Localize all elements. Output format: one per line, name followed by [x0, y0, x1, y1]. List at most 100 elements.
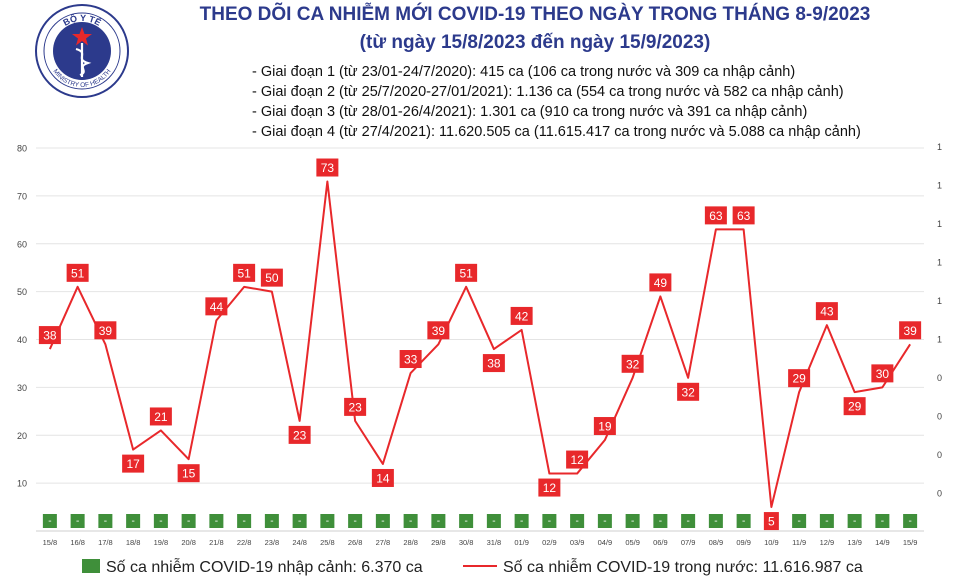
phase-note-2: - Giai đoạn 2 (từ 25/7/2020-27/01/2021):…	[252, 84, 844, 100]
chart-subtitle: (từ ngày 15/8/2023 đến ngày 15/9/2023)	[359, 32, 711, 53]
data-label: 15	[182, 467, 196, 481]
imported-bar	[542, 514, 557, 528]
imported-bar	[736, 514, 751, 528]
imported-bar	[70, 514, 85, 528]
data-label: 43	[820, 305, 834, 319]
data-label-box	[871, 364, 894, 383]
data-label-box	[704, 206, 727, 225]
x-tick-label: 16/8	[70, 538, 85, 547]
data-label-box	[177, 464, 200, 483]
data-label: 38	[487, 357, 501, 371]
data-label-box	[677, 382, 700, 401]
data-label: 5	[768, 515, 775, 529]
x-tick-label: 28/8	[403, 538, 418, 547]
imported-bar	[708, 514, 723, 528]
x-tick-label: 17/8	[98, 538, 113, 547]
y-right-tick-label: 1	[937, 335, 942, 345]
y-tick-label: 10	[17, 479, 27, 489]
imported-bar	[348, 514, 363, 528]
data-label-box	[260, 268, 283, 287]
x-tick-label: 22/8	[237, 538, 252, 547]
imported-bar	[681, 514, 696, 528]
data-label: 14	[376, 471, 390, 485]
imported-bar	[459, 514, 474, 528]
data-label: 51	[237, 266, 251, 280]
x-tick-label: 15/8	[43, 538, 58, 547]
imported-bar-label: -	[520, 516, 523, 527]
imported-bar	[431, 514, 446, 528]
x-tick-label: 07/9	[681, 538, 696, 547]
legend-imported-label: Số ca nhiễm COVID-19 nhập cảnh: 6.370 ca	[106, 559, 423, 576]
data-label: 39	[903, 324, 917, 338]
imported-bar	[375, 514, 390, 528]
data-label-box	[538, 478, 561, 497]
imported-bar	[209, 514, 224, 528]
data-label: 12	[570, 453, 584, 467]
data-label-box	[455, 263, 478, 282]
legend-domestic: Số ca nhiễm COVID-19 trong nước: 11.616.…	[463, 559, 863, 577]
imported-bar	[570, 514, 585, 528]
x-tick-label: 30/8	[459, 538, 474, 547]
chart-title: THEO DÕI CA NHIỄM MỚI COVID-19 THEO NGÀY…	[199, 4, 871, 25]
y-right-tick-label: 0	[937, 450, 942, 460]
x-tick-label: 12/9	[820, 538, 835, 547]
imported-bar-label: -	[187, 516, 190, 527]
x-tick-label: 23/8	[265, 538, 280, 547]
x-tick-label: 09/9	[736, 538, 751, 547]
data-label: 63	[737, 209, 751, 223]
imported-bar-label: -	[353, 516, 356, 527]
imported-bar-label: -	[326, 516, 329, 527]
imported-bar-label: -	[48, 516, 51, 527]
x-tick-label: 15/9	[903, 538, 918, 547]
data-label: 63	[709, 209, 723, 223]
data-label: 33	[404, 353, 418, 367]
y-tick-label: 80	[17, 144, 27, 154]
imported-bar	[597, 514, 612, 528]
y-tick-label: 60	[17, 239, 27, 249]
imported-bar	[514, 514, 529, 528]
data-label-box	[316, 158, 339, 177]
data-label-box	[899, 321, 922, 340]
x-tick-label: 06/9	[653, 538, 668, 547]
x-tick-label: 31/8	[487, 538, 502, 547]
data-label: 39	[432, 324, 446, 338]
imported-bar-label: -	[797, 516, 800, 527]
data-label: 44	[210, 300, 224, 314]
x-tick-label: 03/9	[570, 538, 585, 547]
x-tick-label: 20/8	[181, 538, 196, 547]
x-tick-label: 14/9	[875, 538, 890, 547]
imported-bar-label: -	[409, 516, 412, 527]
x-tick-label: 19/8	[154, 538, 169, 547]
data-label: 51	[459, 266, 473, 280]
x-tick-label: 29/8	[431, 538, 446, 547]
data-label-box	[288, 425, 311, 444]
data-label-box	[205, 297, 228, 316]
legend-imported: Số ca nhiễm COVID-19 nhập cảnh: 6.370 ca	[82, 559, 423, 577]
imported-bar	[264, 514, 279, 528]
legend-domestic-swatch	[463, 565, 497, 567]
data-label-box	[593, 417, 616, 436]
y-right-tick-label: 0	[937, 373, 942, 383]
imported-bar-label: -	[575, 516, 578, 527]
data-label-box	[482, 354, 505, 373]
imported-bar-label: -	[659, 516, 662, 527]
x-tick-label: 27/8	[376, 538, 391, 547]
imported-bar-label: -	[437, 516, 440, 527]
x-tick-label: 10/9	[764, 538, 779, 547]
imported-bar	[320, 514, 335, 528]
imported-bar	[181, 514, 196, 528]
imported-bar-label: -	[215, 516, 218, 527]
data-label: 42	[515, 309, 529, 323]
imported-bar-label: -	[104, 516, 107, 527]
imported-bar-label: -	[242, 516, 245, 527]
phase-notes: - Giai đoạn 1 (từ 23/01-24/7/2020): 415 …	[252, 62, 861, 142]
data-label-box	[510, 306, 533, 325]
data-label: 23	[348, 400, 362, 414]
y-tick-label: 50	[17, 287, 27, 297]
imported-bar-label: -	[686, 516, 689, 527]
imported-bar	[153, 514, 168, 528]
phase-note-1: - Giai đoạn 1 (từ 23/01-24/7/2020): 415 …	[252, 64, 796, 80]
x-tick-label: 18/8	[126, 538, 141, 547]
imported-bar-label: -	[464, 516, 467, 527]
